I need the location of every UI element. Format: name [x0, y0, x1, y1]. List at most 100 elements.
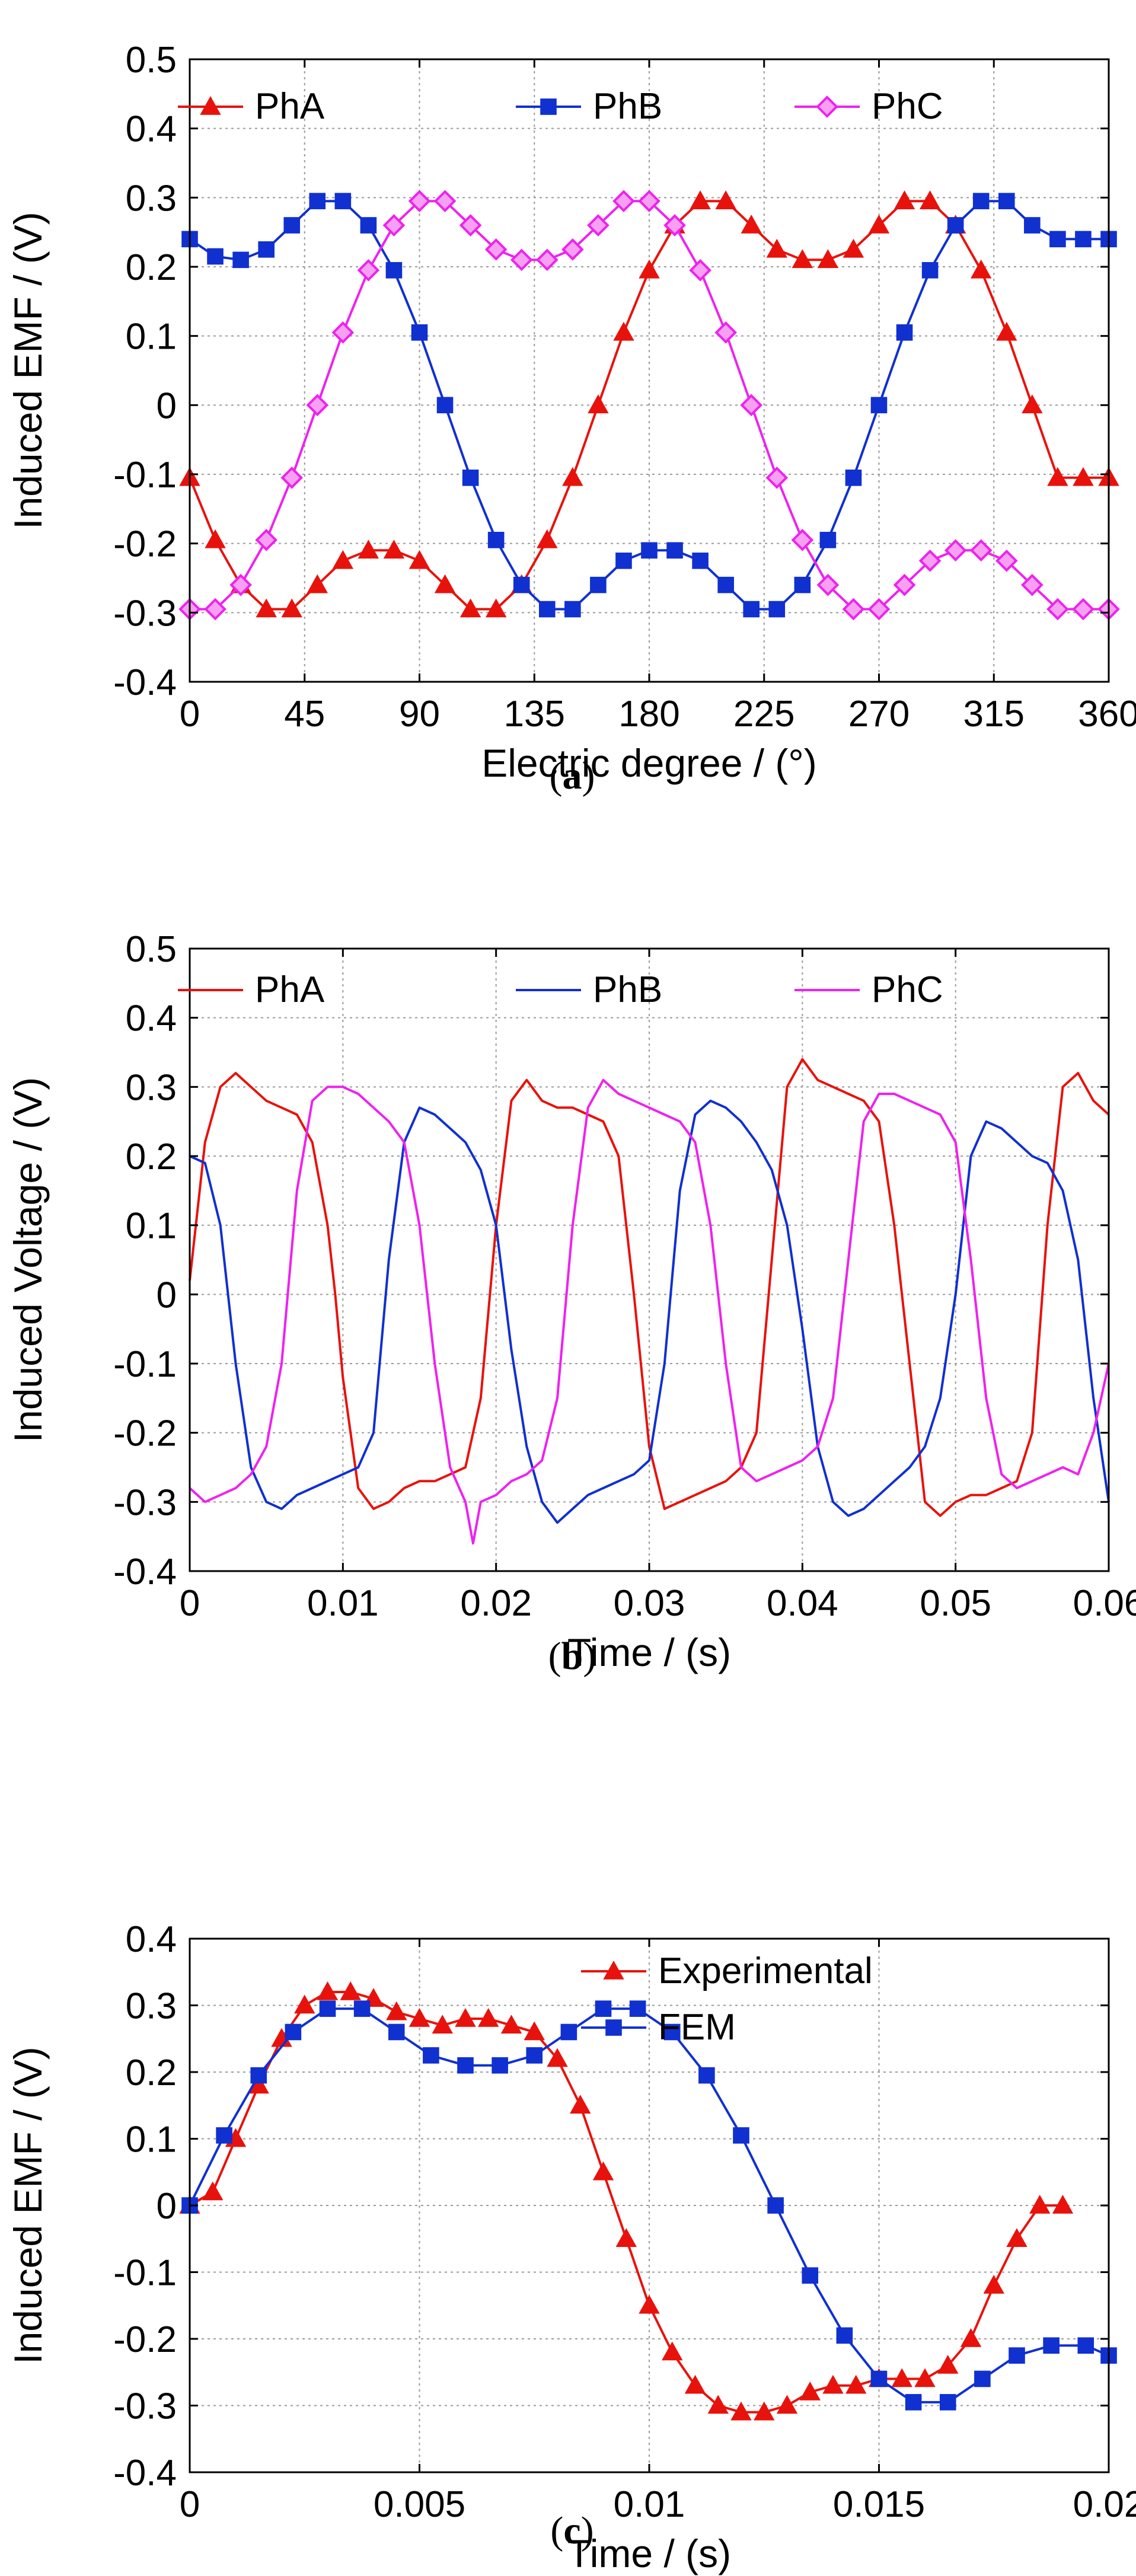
- data-point-phc: [357, 259, 380, 282]
- y-tick-label: 0.2: [126, 247, 177, 288]
- data-point-phc: [204, 598, 226, 621]
- data-point-fem: [560, 2023, 577, 2041]
- legend-label-phc: PhC: [872, 969, 943, 1010]
- y-tick-label: -0.3: [113, 2386, 177, 2427]
- data-point-phb: [1024, 217, 1041, 234]
- data-point-pha: [817, 249, 839, 269]
- y-axis-title: Induced EMF / (V): [6, 212, 50, 529]
- data-point-experimental: [615, 2228, 637, 2248]
- data-point-phb: [870, 397, 888, 414]
- data-point-pha: [307, 574, 328, 593]
- y-tick-label: 0.2: [126, 2052, 177, 2093]
- data-point-pha: [715, 190, 736, 209]
- data-point-experimental: [891, 2368, 912, 2387]
- data-point-fem: [767, 2197, 784, 2214]
- y-tick-label: -0.2: [113, 2319, 177, 2360]
- legend-marker-phc: [816, 95, 838, 118]
- data-point-phc: [969, 539, 993, 562]
- y-tick-label: -0.3: [113, 593, 177, 634]
- data-point-phc: [918, 550, 942, 572]
- data-point-phc: [459, 214, 482, 237]
- data-point-phc: [1021, 573, 1044, 596]
- data-point-experimental: [639, 2294, 660, 2314]
- x-tick-label: 0: [180, 2484, 200, 2525]
- y-tick-label: 0: [157, 2186, 177, 2227]
- data-point-fem: [870, 2370, 888, 2387]
- x-tick-label: 180: [618, 694, 679, 735]
- data-point-fem: [1009, 2347, 1025, 2364]
- data-point-fem: [1077, 2337, 1094, 2354]
- x-tick-label: 45: [284, 694, 325, 735]
- data-point-phc: [484, 238, 508, 261]
- data-point-phb: [385, 262, 403, 279]
- data-point-fem: [698, 2067, 715, 2084]
- x-tick-label: 0.04: [767, 1583, 838, 1624]
- data-point-fem: [733, 2127, 749, 2144]
- data-point-phc: [944, 539, 967, 562]
- data-point-fem: [526, 2047, 543, 2064]
- data-point-pha: [919, 190, 941, 209]
- data-point-phb: [921, 262, 939, 279]
- data-point-phc: [280, 467, 304, 489]
- data-point-pha: [434, 574, 456, 593]
- data-point-fem: [492, 2057, 508, 2074]
- series-line-experimental: [189, 1991, 1063, 2414]
- data-point-experimental: [960, 2328, 982, 2347]
- data-point-phc: [995, 550, 1018, 572]
- data-point-phb: [538, 601, 556, 618]
- data-point-phb: [360, 217, 377, 234]
- data-point-pha: [792, 249, 813, 269]
- data-point-experimental: [570, 2095, 591, 2114]
- x-tick-label: 0.01: [307, 1583, 379, 1624]
- x-tick-label: 135: [504, 694, 565, 735]
- data-point-phb: [692, 553, 709, 569]
- data-point-fem: [285, 2023, 302, 2041]
- data-point-pha: [281, 598, 302, 618]
- data-point-phc: [893, 573, 916, 596]
- data-point-phb: [436, 397, 454, 414]
- data-point-experimental: [754, 2401, 775, 2421]
- data-point-experimental: [524, 2021, 545, 2041]
- series-line-phc: [189, 1078, 1110, 1545]
- data-point-phb: [819, 532, 837, 548]
- legend-label-pha: PhA: [255, 969, 325, 1010]
- data-point-phb: [487, 532, 505, 548]
- data-point-phb: [334, 193, 352, 209]
- y-tick-label: 0: [157, 1275, 177, 1316]
- data-point-experimental: [822, 2374, 844, 2394]
- data-point-fem: [250, 2067, 267, 2084]
- data-point-phc: [382, 214, 406, 237]
- data-point-fem: [319, 2000, 336, 2017]
- legend-marker-fem: [605, 2019, 622, 2036]
- y-tick-label: 0.5: [126, 40, 177, 81]
- data-point-pha: [613, 321, 634, 341]
- y-tick-label: -0.1: [113, 2253, 177, 2294]
- data-point-experimental: [500, 2015, 522, 2034]
- data-point-phb: [666, 542, 683, 559]
- data-point-experimental: [983, 2274, 1004, 2294]
- data-point-pha: [996, 321, 1017, 341]
- legend-label-fem: FEM: [658, 2007, 736, 2048]
- x-tick-label: 0.015: [833, 2484, 925, 2525]
- x-axis-title: Electric degree / (°): [481, 741, 817, 785]
- data-point-phc: [765, 467, 789, 489]
- y-tick-label: 0.4: [126, 1919, 177, 1960]
- data-point-experimental: [684, 2374, 706, 2394]
- data-point-experimental: [317, 1981, 339, 2000]
- data-point-pha: [537, 529, 558, 548]
- data-point-experimental: [707, 2395, 729, 2414]
- data-point-pha: [971, 259, 992, 279]
- data-point-phb: [411, 324, 428, 341]
- y-tick-label: 0: [157, 385, 177, 426]
- data-point-pha: [588, 394, 609, 414]
- data-point-phc: [306, 394, 329, 417]
- x-tick-label: 0.01: [614, 2484, 685, 2525]
- data-point-experimental: [478, 2007, 499, 2027]
- data-point-experimental: [432, 2015, 453, 2034]
- data-point-phb: [641, 542, 658, 559]
- y-tick-label: -0.1: [113, 1344, 177, 1385]
- series-line-fem: [189, 2007, 1109, 2403]
- data-point-phc: [1072, 598, 1094, 621]
- data-point-experimental: [547, 2048, 568, 2067]
- legend-label-phb: PhB: [593, 86, 662, 127]
